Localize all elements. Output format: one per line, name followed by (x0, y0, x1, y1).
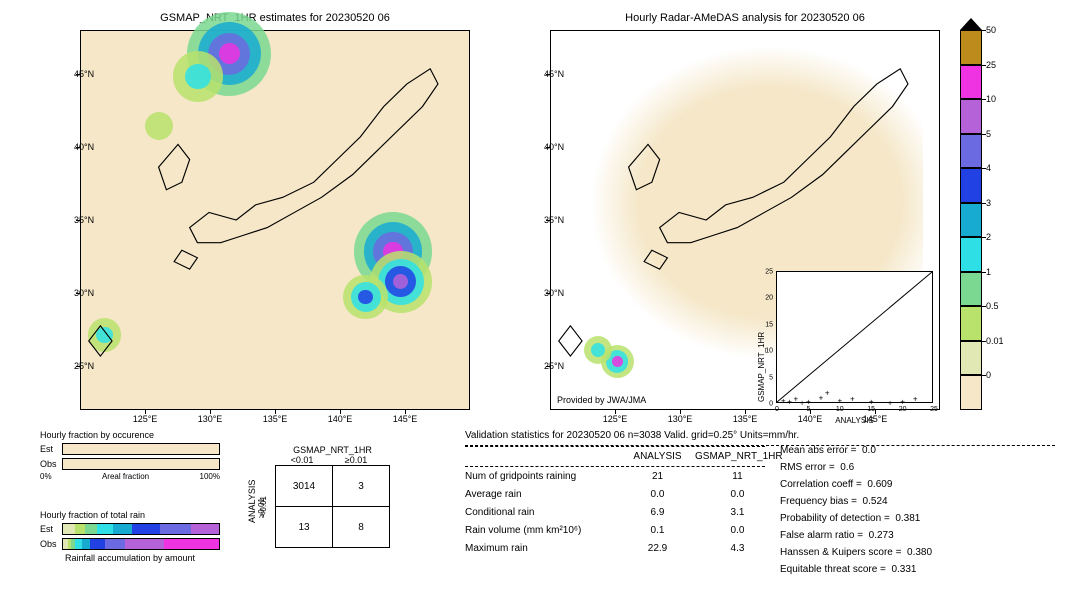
ytick: 25°N (544, 361, 1078, 371)
cont-row-1: ≥0.01 (257, 498, 266, 518)
occurrence-title: Hourly fraction by occurence (40, 430, 220, 440)
colorbar-tick: 1 (986, 267, 991, 277)
stats-kv-row: Equitable threat score = 0.331 (780, 564, 932, 581)
colorbar-tick: 0 (986, 370, 991, 380)
xtick: 145°E (863, 414, 888, 424)
stats-kv-row: Hanssen & Kuipers score = 0.380 (780, 547, 932, 564)
occ-axis-2: 100% (200, 472, 220, 481)
stats-kv-row: False alarm ratio = 0.273 (780, 530, 932, 547)
xtick: 140°E (798, 414, 823, 424)
xtick: 130°E (668, 414, 693, 424)
tot-row-label: Obs (40, 539, 62, 549)
ytick: 35°N (544, 215, 1078, 225)
stats-kv-row: Frequency bias = 0.524 (780, 496, 932, 513)
cont-col-0: <0.01 (275, 455, 329, 465)
stats-val: 3.1 (695, 507, 780, 518)
xtick: 145°E (393, 414, 418, 424)
cont-title: GSMAP_NRT_1HR (275, 445, 390, 455)
stats-hdr-1: ANALYSIS (620, 451, 695, 462)
stats-row-label: Maximum rain (465, 543, 620, 554)
stats-hdr-2: GSMAP_NRT_1HR (695, 451, 780, 462)
stats-table: ANALYSISGSMAP_NRT_1HR Num of gridpoints r… (465, 445, 780, 557)
cont-cell-11: 8 (333, 507, 390, 548)
cont-col-1: ≥0.01 (329, 455, 383, 465)
stats-val: 22.9 (620, 543, 695, 554)
xtick: 125°E (133, 414, 158, 424)
stats-val: 0.1 (620, 525, 695, 536)
stats-row-label: Rain volume (mm km²10⁶) (465, 525, 620, 536)
stats-kv-row: Mean abs error = 0.0 (780, 445, 932, 462)
colorbar-tick: 2 (986, 232, 991, 242)
stats-val: 4.3 (695, 543, 780, 554)
totalrain-footer: Rainfall accumulation by amount (40, 553, 220, 563)
xtick: 135°E (263, 414, 288, 424)
colorbar-tick: 5 (986, 129, 991, 139)
colorbar-tick: 10 (986, 94, 996, 104)
cont-cell-01: 3 (333, 466, 390, 507)
ytick: 30°N (544, 288, 1078, 298)
contingency-table: GSMAP_NRT_1HR ANALYSIS <0.01≥0.01 <0.01 … (245, 445, 390, 548)
stats-kv-row: RMS error = 0.6 (780, 462, 932, 479)
stats-row-label: Num of gridpoints raining (465, 471, 620, 482)
xtick: 125°E (603, 414, 628, 424)
colorbar-tick: 50 (986, 25, 996, 35)
occ-row-label: Est (40, 444, 62, 454)
map-right-title: Hourly Radar-AMeDAS analysis for 2023052… (550, 12, 940, 24)
stats-row-label: Average rain (465, 489, 620, 500)
colorbar-tick: 4 (986, 163, 991, 173)
colorbar-tick: 0.5 (986, 301, 999, 311)
stats-title: Validation statistics for 20230520 06 n=… (465, 430, 799, 441)
occurrence-chart: Hourly fraction by occurence Est Obs 0% Ar… (40, 430, 220, 481)
xtick: 130°E (198, 414, 223, 424)
stats-val: 0.0 (695, 525, 780, 536)
stats-val: 0.0 (695, 489, 780, 500)
cont-cell-00: 3014 (276, 466, 333, 507)
occ-axis-1: Areal fraction (102, 472, 149, 481)
stats-val: 21 (620, 471, 695, 482)
ytick: 40°N (544, 142, 1078, 152)
map-left-title: GSMAP_NRT_1HR estimates for 20230520 06 (80, 12, 470, 24)
occ-row-label: Obs (40, 459, 62, 469)
cont-cell-10: 13 (276, 507, 333, 548)
xtick: 135°E (733, 414, 758, 424)
totalrain-chart: Hourly fraction of total rain Est Obs Rai… (40, 510, 220, 565)
stats-val: 11 (695, 471, 780, 482)
stats-val: 6.9 (620, 507, 695, 518)
tot-row-label: Est (40, 524, 62, 534)
stats-kv-row: Probability of detection = 0.381 (780, 513, 932, 530)
stats-kv: Mean abs error = 0.0RMS error = 0.6Corre… (780, 445, 932, 581)
stats-val: 0.0 (620, 489, 695, 500)
colorbar-tick: 0.01 (986, 336, 1004, 346)
ytick: 45°N (544, 69, 1078, 79)
colorbar-tick: 3 (986, 198, 991, 208)
stats-kv-row: Correlation coeff = 0.609 (780, 479, 932, 496)
xtick: 140°E (328, 414, 353, 424)
totalrain-title: Hourly fraction of total rain (40, 510, 220, 520)
stats-row-label: Conditional rain (465, 507, 620, 518)
occ-axis-0: 0% (40, 472, 52, 481)
